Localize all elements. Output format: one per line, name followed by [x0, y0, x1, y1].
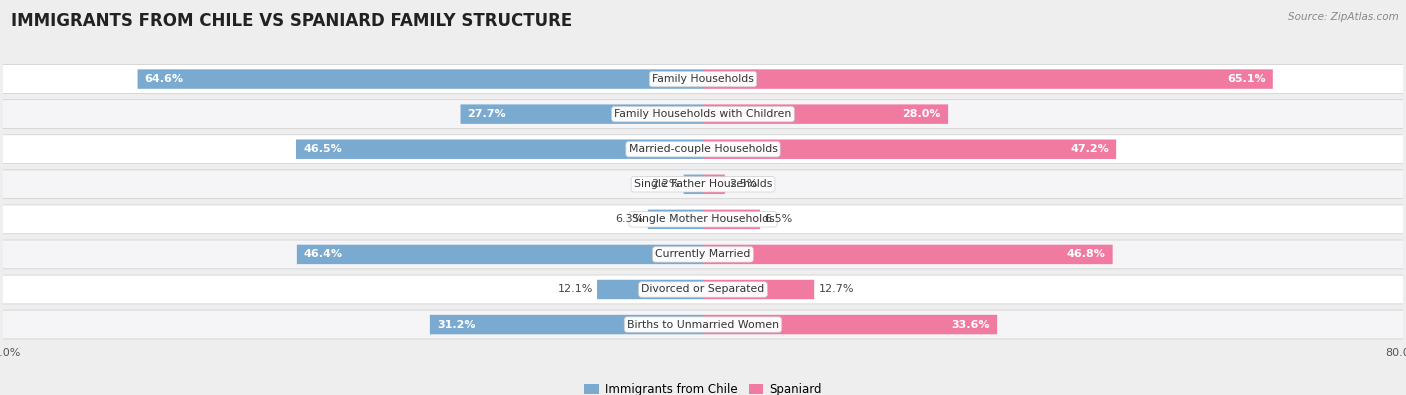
- Text: 27.7%: 27.7%: [468, 109, 506, 119]
- FancyBboxPatch shape: [703, 175, 725, 194]
- Text: 33.6%: 33.6%: [952, 320, 990, 329]
- Text: Single Mother Households: Single Mother Households: [631, 214, 775, 224]
- Text: 46.4%: 46.4%: [304, 249, 343, 260]
- FancyBboxPatch shape: [703, 315, 997, 334]
- FancyBboxPatch shape: [138, 70, 703, 89]
- FancyBboxPatch shape: [3, 240, 1403, 269]
- FancyBboxPatch shape: [703, 280, 814, 299]
- FancyBboxPatch shape: [3, 310, 1403, 339]
- Legend: Immigrants from Chile, Spaniard: Immigrants from Chile, Spaniard: [579, 379, 827, 395]
- Text: 31.2%: 31.2%: [437, 320, 475, 329]
- Text: 46.8%: 46.8%: [1067, 249, 1105, 260]
- FancyBboxPatch shape: [297, 139, 703, 159]
- Text: Currently Married: Currently Married: [655, 249, 751, 260]
- FancyBboxPatch shape: [3, 100, 1403, 128]
- FancyBboxPatch shape: [703, 245, 1112, 264]
- FancyBboxPatch shape: [703, 210, 759, 229]
- FancyBboxPatch shape: [3, 65, 1403, 94]
- Text: 2.5%: 2.5%: [730, 179, 758, 189]
- FancyBboxPatch shape: [3, 205, 1403, 234]
- FancyBboxPatch shape: [3, 135, 1403, 164]
- FancyBboxPatch shape: [703, 70, 1272, 89]
- Text: IMMIGRANTS FROM CHILE VS SPANIARD FAMILY STRUCTURE: IMMIGRANTS FROM CHILE VS SPANIARD FAMILY…: [11, 12, 572, 30]
- FancyBboxPatch shape: [3, 275, 1403, 304]
- Text: 6.3%: 6.3%: [616, 214, 644, 224]
- Text: 12.1%: 12.1%: [557, 284, 593, 295]
- Text: 47.2%: 47.2%: [1070, 144, 1109, 154]
- FancyBboxPatch shape: [430, 315, 703, 334]
- FancyBboxPatch shape: [598, 280, 703, 299]
- Text: Married-couple Households: Married-couple Households: [628, 144, 778, 154]
- FancyBboxPatch shape: [461, 104, 703, 124]
- Text: 12.7%: 12.7%: [818, 284, 853, 295]
- FancyBboxPatch shape: [648, 210, 703, 229]
- FancyBboxPatch shape: [3, 170, 1403, 199]
- Text: 2.2%: 2.2%: [651, 179, 679, 189]
- FancyBboxPatch shape: [683, 175, 703, 194]
- Text: Family Households: Family Households: [652, 74, 754, 84]
- FancyBboxPatch shape: [703, 139, 1116, 159]
- Text: 6.5%: 6.5%: [765, 214, 793, 224]
- Text: Source: ZipAtlas.com: Source: ZipAtlas.com: [1288, 12, 1399, 22]
- Text: 64.6%: 64.6%: [145, 74, 184, 84]
- Text: Births to Unmarried Women: Births to Unmarried Women: [627, 320, 779, 329]
- Text: 28.0%: 28.0%: [903, 109, 941, 119]
- Text: Divorced or Separated: Divorced or Separated: [641, 284, 765, 295]
- FancyBboxPatch shape: [297, 245, 703, 264]
- Text: 46.5%: 46.5%: [304, 144, 342, 154]
- FancyBboxPatch shape: [703, 104, 948, 124]
- Text: 65.1%: 65.1%: [1227, 74, 1265, 84]
- Text: Family Households with Children: Family Households with Children: [614, 109, 792, 119]
- Text: Single Father Households: Single Father Households: [634, 179, 772, 189]
